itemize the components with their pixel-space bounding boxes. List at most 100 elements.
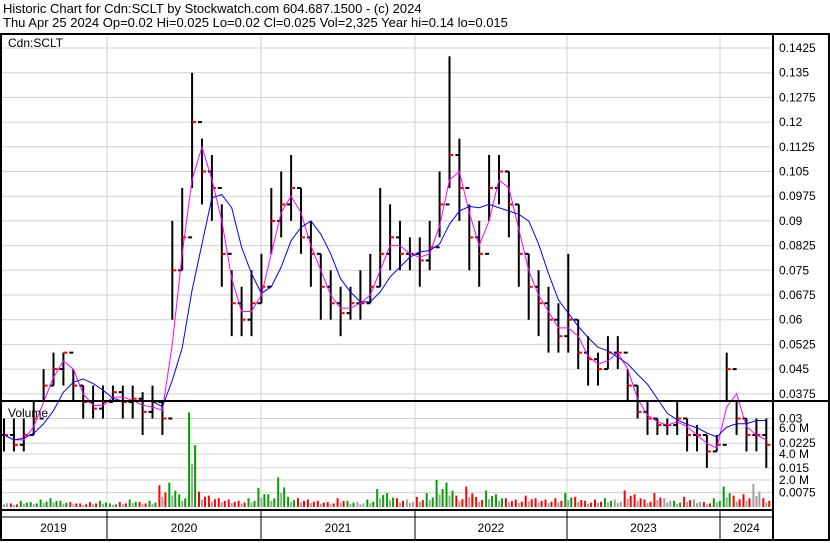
volume-bar [633,494,636,507]
volume-bar [267,494,270,507]
volume-bar [114,504,117,507]
volume-bar [623,490,626,507]
volume-bar [686,501,689,507]
volume-bar [213,499,216,507]
volume-bar [580,500,583,507]
volume-bar [191,463,194,507]
price-bars [0,56,771,468]
year-label: 2021 [325,521,352,535]
volume-bar [683,496,686,507]
volume-bar [577,501,580,507]
volume-bar [329,504,332,507]
volume-bar [359,504,362,507]
volume-bar [718,500,721,507]
volume-bar [148,500,151,507]
volume-bar [636,500,639,507]
volume-bar [527,501,530,507]
volume-bar [646,503,649,507]
year-label: 2019 [40,521,67,535]
volume-bar [758,491,761,507]
volume-bar [689,500,692,507]
volume-bar [85,504,88,507]
volume-bar [379,498,382,507]
chart-title: Historic Chart for Cdn:SCLT by Stockwatc… [3,1,422,16]
volume-bar [564,493,567,507]
volume-bar [438,494,441,507]
volume-bar [141,504,144,507]
volume-bar [415,496,418,507]
price-tick-label: 0.0525 [779,337,816,351]
volume-bar [92,504,95,507]
volume-bar [495,494,497,507]
price-tick-label: 0.1425 [779,41,816,55]
volume-bar [277,477,280,507]
volume-bar [600,501,602,507]
volume-bar [332,503,335,507]
year-label: 2022 [478,521,505,535]
volume-bar [287,496,290,507]
volume-bar [6,503,8,507]
volume-bar [65,502,68,507]
volume-bar [768,500,771,507]
volume-bar [712,498,715,507]
volume-bar [673,500,676,507]
price-tick-label: 0.015 [779,461,809,475]
price-tick-label: 0.09 [779,214,803,228]
volume-bar [134,501,137,507]
volume-bar [649,501,652,507]
volume-bar [418,501,421,507]
volume-bar [421,500,424,507]
volume-bar [366,499,369,507]
volume-bar [306,499,309,507]
volume-bar [752,483,755,507]
volume-bar [488,498,491,507]
volume-bar [669,500,672,507]
volume-bar [352,502,355,507]
volume-bar [184,498,187,507]
quote-summary: Thu Apr 25 2024 Op=0.02 Hi=0.025 Lo=0.02… [3,15,508,30]
volume-bar [699,501,701,507]
price-tick-label: 0.06 [779,313,803,327]
volume-bar [15,504,18,507]
volume-bar [111,504,114,507]
volume-bar [230,503,233,507]
volume-bar [530,499,533,507]
volume-bar [451,490,454,507]
long-moving-average [3,193,767,441]
volume-bar [609,500,612,507]
price-tick-label: 0.0375 [779,387,816,401]
volume-bar [25,502,28,507]
volume-bar [260,497,263,507]
volume-bar [475,496,478,507]
volume-bar [297,498,299,507]
volume-tick-label: 4.0 M [779,447,809,461]
volume-bar [326,502,329,507]
volume-bar [425,493,428,507]
price-tick-label: 0.0975 [779,189,816,203]
year-label: 2020 [171,521,198,535]
volume-bar [223,500,226,507]
volume-bar [570,497,573,507]
price-tick-label: 0.045 [779,362,809,376]
volume-bar [188,412,191,507]
volume-tick-label: 2.0 M [779,473,809,487]
price-tick-label: 0.03 [779,412,803,426]
volume-bar [131,503,134,507]
grid [0,34,773,510]
volume-bar [534,498,537,507]
volume-bar [547,503,550,507]
volume-bar [52,502,55,507]
volume-bar [263,494,266,507]
volume-bar [29,502,32,507]
volume-bar [524,495,527,507]
volume-bar [507,502,510,507]
volume-bar [411,501,414,507]
volume-bar [755,496,758,507]
volume-bar [587,503,590,507]
volume-bar [217,498,220,507]
volume-bar [55,500,58,507]
volume-bar [164,492,167,507]
volume-bar [606,502,609,507]
volume-bar [178,494,181,507]
